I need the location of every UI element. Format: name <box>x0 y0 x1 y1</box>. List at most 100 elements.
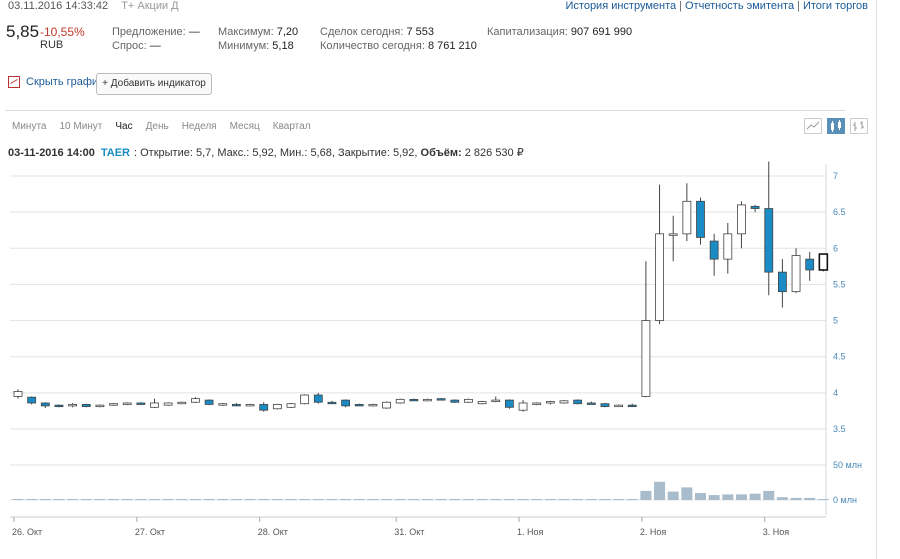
candle-body <box>627 404 637 408</box>
top-links: История инструмента | Отчетность эмитента |… <box>565 0 869 12</box>
candle-body <box>764 208 774 273</box>
candle-body <box>354 404 364 407</box>
volume-bar <box>462 499 474 500</box>
candle-body <box>395 398 405 404</box>
bid-stat: Спрос: — <box>112 40 161 52</box>
link-issuer-reports[interactable]: Отчетность эмитента <box>685 0 795 12</box>
volume-bar <box>735 494 747 500</box>
candle-body <box>723 233 733 260</box>
volume-bar <box>189 499 201 500</box>
candle-body <box>600 403 610 407</box>
volume-bar <box>490 499 502 500</box>
candle-body <box>573 399 583 405</box>
price-chart[interactable]: 3.5 4 4.5 5 5.5 6 6.5 7 50 млн 0 млн 26. Окт 27. Ок… <box>0 160 900 559</box>
tab-quarter[interactable]: Квартал <box>272 121 311 132</box>
volume-bar <box>640 490 652 500</box>
tab-week[interactable]: Неделя <box>181 121 217 132</box>
candle-body <box>641 320 651 397</box>
candle-body <box>150 402 159 408</box>
candle-body <box>136 402 146 405</box>
volume-bar <box>449 499 461 500</box>
volume-bar <box>503 499 515 500</box>
tab-day[interactable]: День <box>145 121 169 132</box>
volume-tick-label: 0 млн <box>833 495 857 505</box>
volume-bar <box>804 497 816 500</box>
candle-body <box>791 255 801 293</box>
x-tick-label: 27. Окт <box>135 527 165 537</box>
candle-info: 03-11-2016 14:00 TAER: Открытие: 5,7, Мак… <box>8 146 524 159</box>
volume-bar <box>26 499 38 500</box>
volume-bar <box>654 481 666 500</box>
bar-chart-icon[interactable] <box>850 118 868 134</box>
x-tick-label: 28. Окт <box>258 527 288 537</box>
volume-bar <box>722 494 734 500</box>
volume-bar <box>613 499 625 500</box>
line-chart-icon[interactable] <box>804 118 822 134</box>
tab-month[interactable]: Месяц <box>229 121 260 132</box>
info-volume-label: Объём: <box>420 147 462 159</box>
candle-body <box>750 205 760 209</box>
candle-body <box>559 400 569 404</box>
y-tick-label: 5 <box>833 316 838 326</box>
currency-label: RUB <box>40 39 64 51</box>
candle-body <box>436 398 446 401</box>
candle-body <box>682 200 692 235</box>
info-ticker: TAER <box>100 147 130 159</box>
volume-bar <box>135 499 147 500</box>
candle-body <box>109 403 118 406</box>
candle-body <box>477 401 487 405</box>
deals-stat: Сделок сегодня: 7 553 <box>320 26 435 38</box>
candle-body <box>163 402 173 406</box>
volume-bar <box>394 499 406 500</box>
y-tick-label: 6.5 <box>833 207 846 217</box>
candle-body <box>737 204 746 235</box>
chart-panel-top-border <box>5 110 845 111</box>
candle-body <box>313 394 323 403</box>
hide-chart-link[interactable]: Скрыть график <box>8 76 103 88</box>
cap-stat: Капитализация: 907 691 990 <box>487 26 633 38</box>
volume-bar <box>408 499 420 500</box>
last-price: 5,85 <box>6 22 40 41</box>
tab-hour[interactable]: Час <box>115 121 133 132</box>
interval-tabs: Минута 10 Минут Час День Неделя Месяц Кв… <box>12 121 324 132</box>
volume-bar <box>626 499 638 500</box>
volume-bar <box>39 499 51 500</box>
candle-body <box>368 404 378 407</box>
volume-bar <box>517 499 529 500</box>
candle-body <box>341 399 351 407</box>
tab-10-minutes[interactable]: 10 Минут <box>59 121 103 132</box>
price-change: -10,55% <box>40 25 85 39</box>
candlestick-chart-icon[interactable] <box>827 118 845 134</box>
candle-body <box>54 404 64 408</box>
volume-bar <box>271 499 283 500</box>
add-indicator-button[interactable]: + Добавить индикатор <box>96 73 212 95</box>
volume-bar <box>108 499 120 500</box>
volume-bar <box>599 499 611 500</box>
volume-bar <box>258 499 270 500</box>
candle-body <box>272 404 282 410</box>
candle-body <box>204 399 214 405</box>
volume-bar <box>544 499 556 500</box>
x-tick-label: 26. Окт <box>12 527 42 537</box>
volume-bar <box>695 493 706 500</box>
candle-body <box>300 394 310 405</box>
link-trading-results[interactable]: Итоги торгов <box>802 0 868 12</box>
volume-bar <box>572 499 584 500</box>
volume-bar <box>558 499 570 500</box>
link-instrument-history[interactable]: История инструмента <box>565 0 677 12</box>
candle-body <box>696 200 705 238</box>
candle-body <box>614 404 623 408</box>
candle-body <box>382 401 391 409</box>
tab-minute[interactable]: Минута <box>12 121 47 132</box>
volume-bar <box>749 493 761 500</box>
volume-bar <box>381 499 393 500</box>
candle-body <box>286 403 296 408</box>
candle-body <box>191 398 200 403</box>
candle-body <box>778 271 787 293</box>
candle-body <box>218 403 228 406</box>
candle-body <box>518 402 528 411</box>
candle-body <box>231 404 241 407</box>
candle-body <box>668 233 678 236</box>
info-volume-value: 2 826 530 ₽ <box>464 147 524 159</box>
y-tick-label: 3.5 <box>833 424 846 434</box>
